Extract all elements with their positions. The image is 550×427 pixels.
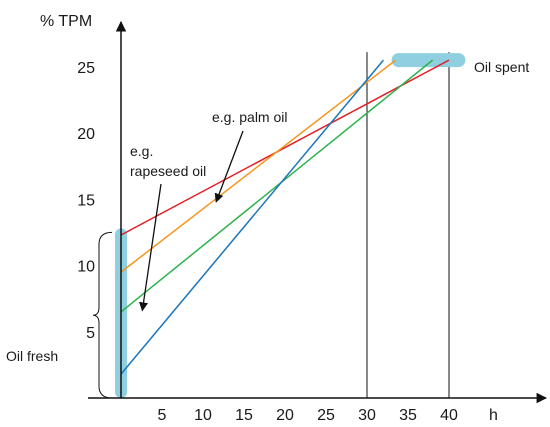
x-unit-label: h [489,407,498,424]
series-lines [120,59,450,375]
rapeseed-oil-label-line2: rapeseed oil [130,163,206,179]
x-tick-label: 25 [317,407,335,424]
series-line-4 [120,59,384,375]
reference-lines [366,52,450,398]
y-tick-labels: 5 10 15 20 25 [77,60,95,342]
axes [88,20,548,404]
y-tick-label: 5 [86,325,95,342]
x-tick-label: 35 [399,407,417,424]
x-tick-label: 40 [440,407,458,424]
x-tick-label: 15 [235,407,253,424]
y-tick-label: 10 [77,259,95,276]
palm-oil-arrow [214,130,244,203]
x-tick-label: 20 [276,407,294,424]
x-tick-label: 30 [358,407,376,424]
y-tick-label: 25 [77,60,95,77]
highlight-bands [115,53,466,398]
y-tick-label: 20 [77,126,95,143]
rapeseed-oil-arrow [139,183,162,312]
x-tick-labels: 5 10 15 20 25 30 35 40 [158,407,458,424]
y-axis-label: % TPM [40,13,92,30]
series-line-3 [120,59,434,313]
series-line-2 [120,59,397,273]
spent-oil-band [391,53,466,68]
fresh-oil-label: Oil fresh [6,348,58,364]
x-tick-label: 5 [158,407,167,424]
rapeseed-oil-label-line1: e.g. [130,143,153,159]
x-tick-label: 10 [194,407,212,424]
palm-oil-label: e.g. palm oil [212,109,287,125]
spent-oil-label: Oil spent [474,59,529,75]
fresh-oil-brace [92,231,113,399]
series-line-1 [120,59,450,236]
y-tick-label: 15 [77,192,95,209]
